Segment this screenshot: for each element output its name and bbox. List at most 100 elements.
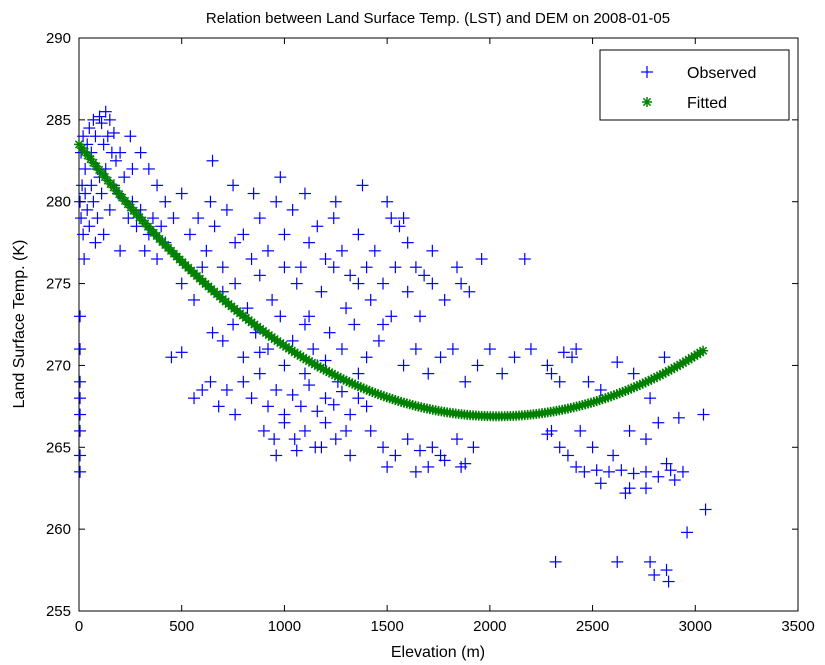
observed-point: [594, 383, 607, 396]
x-tick-label: 500: [169, 618, 194, 635]
observed-point: [352, 277, 365, 290]
observed-point: [95, 187, 108, 200]
observed-point: [278, 261, 291, 274]
observed-point: [352, 367, 365, 380]
observed-point: [81, 203, 94, 216]
observed-point: [697, 408, 710, 421]
observed-point: [85, 179, 98, 192]
observed-point: [200, 244, 213, 257]
observed-point: [455, 460, 468, 473]
x-tick-label: 0: [75, 618, 83, 635]
y-tick-label: 275: [46, 276, 71, 293]
observed-point: [377, 277, 390, 290]
observed-point: [662, 575, 675, 588]
observed-point: [327, 212, 340, 225]
observed-point: [294, 261, 307, 274]
observed-point: [340, 302, 353, 315]
observed-point: [329, 195, 342, 208]
y-axis-ticks: 255 260 265 270 275 280 285 290: [46, 30, 798, 620]
observed-point: [107, 126, 120, 139]
observed-point: [389, 261, 402, 274]
observed-point: [652, 416, 665, 429]
observed-point: [553, 375, 566, 388]
observed-point: [124, 130, 137, 143]
observed-point: [570, 460, 583, 473]
observed-point: [360, 261, 373, 274]
observed-point: [471, 359, 484, 372]
observed-point: [155, 220, 168, 233]
observed-point: [206, 326, 219, 339]
observed-point: [360, 351, 373, 364]
observed-point: [561, 449, 574, 462]
observed-point: [91, 212, 104, 225]
observed-point: [208, 220, 221, 233]
observed-point: [450, 433, 463, 446]
observed-point: [159, 195, 172, 208]
observed-point: [409, 261, 422, 274]
observed-point: [463, 285, 476, 298]
observed-point: [422, 367, 435, 380]
observed-point: [237, 351, 250, 364]
observed-point: [294, 400, 307, 413]
axes-box: [78, 37, 799, 612]
y-axis-title: Land Surface Temp. (K): [11, 240, 28, 409]
observed-point: [229, 408, 242, 421]
observed-point: [315, 441, 328, 454]
observed-point: [274, 310, 287, 323]
observed-point: [89, 130, 102, 143]
observed-point: [192, 212, 205, 225]
plot-area: 0 500 1000 1500 2000 2500 3000 3500 255 260 265 27…: [46, 30, 815, 635]
observed-point: [237, 375, 250, 388]
observed-point: [352, 228, 365, 241]
observed-point: [204, 195, 217, 208]
observed-point: [196, 261, 209, 274]
observed-point: [83, 220, 96, 233]
observed-point: [138, 244, 151, 257]
observed-point: [329, 433, 342, 446]
observed-point: [253, 367, 266, 380]
observed-point: [245, 253, 258, 266]
observed-point: [103, 113, 116, 126]
x-tick-label: 3500: [781, 618, 814, 635]
observed-point: [335, 343, 348, 356]
observed-point: [426, 441, 439, 454]
observed-point: [335, 244, 348, 257]
observed-point: [660, 457, 673, 470]
observed-point: [594, 477, 607, 490]
observed-point: [253, 269, 266, 282]
observed-point: [483, 343, 496, 356]
observed-point: [74, 449, 87, 462]
observed-point: [414, 310, 427, 323]
observed-point: [237, 228, 250, 241]
legend-observed-label: Observed: [687, 65, 756, 82]
observed-point: [385, 310, 398, 323]
observed-point: [216, 334, 229, 347]
observed-point: [266, 293, 279, 306]
observed-point: [401, 236, 414, 249]
observed-point: [290, 277, 303, 290]
observed-point: [549, 555, 562, 568]
observed-point: [274, 171, 287, 184]
observed-point: [204, 375, 217, 388]
observed-point: [676, 465, 689, 478]
observed-point: [97, 138, 110, 151]
observed-point: [130, 220, 143, 233]
observed-point: [79, 187, 92, 200]
observed-point: [87, 195, 100, 208]
observed-point: [623, 424, 636, 437]
observed-point: [323, 326, 336, 339]
observed-point: [524, 343, 537, 356]
observed-point: [307, 343, 320, 356]
observed-point: [615, 464, 628, 477]
observed-point: [344, 269, 357, 282]
observed-point: [126, 162, 139, 175]
observed-point: [188, 293, 201, 306]
observed-point: [418, 269, 431, 282]
observed-point: [699, 503, 712, 516]
observed-point: [257, 424, 270, 437]
observed-point: [385, 212, 398, 225]
observed-point: [658, 351, 671, 364]
chart-title: Relation between Land Surface Temp. (LST…: [206, 10, 670, 27]
observed-point: [278, 228, 291, 241]
